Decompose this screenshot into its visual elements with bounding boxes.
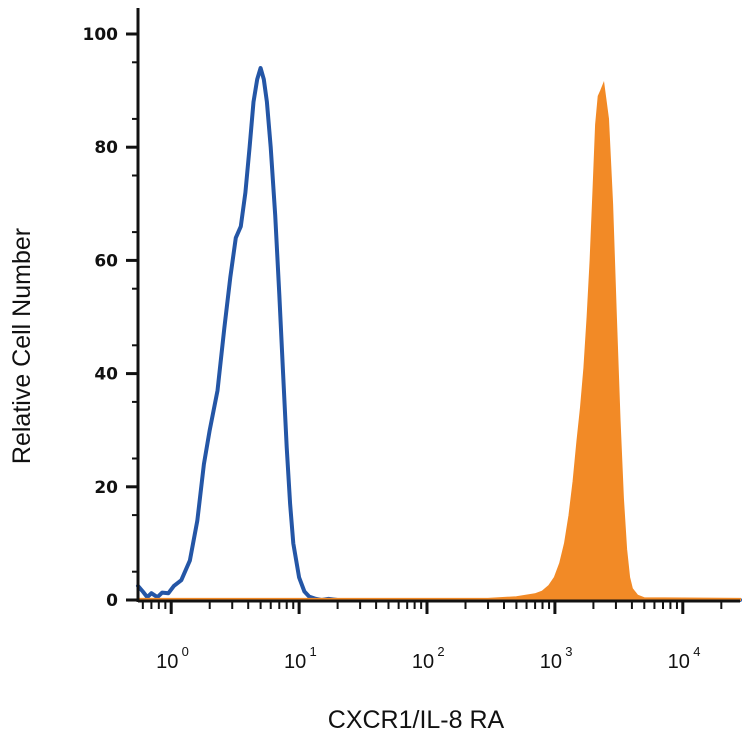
plot-area: [136, 66, 742, 602]
x-tick-label-base: 10: [540, 651, 562, 673]
x-tick-label: 10 2: [412, 644, 445, 673]
x-tick-label: 10 0: [156, 644, 189, 673]
series-1-area: [137, 81, 741, 601]
y-ticks: 0 20 40 60 80 100: [83, 25, 138, 611]
y-tick-label: 100: [83, 25, 119, 45]
x-tick-label: 10 4: [668, 644, 701, 673]
x-tick-label-exponent: 3: [565, 644, 572, 659]
y-tick-label: 0: [106, 591, 118, 611]
x-ticks: 10 0 10 1 10 2 10 3 10 4: [141, 600, 723, 673]
x-tick-label-exponent: 4: [693, 644, 700, 659]
x-tick-label-base: 10: [284, 651, 306, 673]
x-tick-label-base: 10: [412, 651, 434, 673]
x-tick-label-exponent: 1: [309, 644, 316, 659]
x-axis-title: CXCR1/IL-8 RA: [328, 706, 505, 734]
y-tick-label: 20: [94, 478, 118, 498]
y-axis-title: Relative Cell Number: [8, 228, 36, 464]
x-tick-label: 10 3: [540, 644, 573, 673]
x-tick-label-exponent: 0: [182, 644, 189, 659]
series-0-line: [136, 66, 742, 602]
x-tick-label-exponent: 2: [437, 644, 444, 659]
y-tick-label: 60: [94, 251, 118, 271]
x-tick-label-base: 10: [668, 651, 690, 673]
y-tick-label: 40: [94, 365, 118, 385]
x-tick-label: 10 1: [284, 644, 317, 673]
y-tick-label: 80: [94, 138, 118, 158]
axes: [136, 8, 740, 603]
x-tick-label-base: 10: [156, 651, 178, 673]
